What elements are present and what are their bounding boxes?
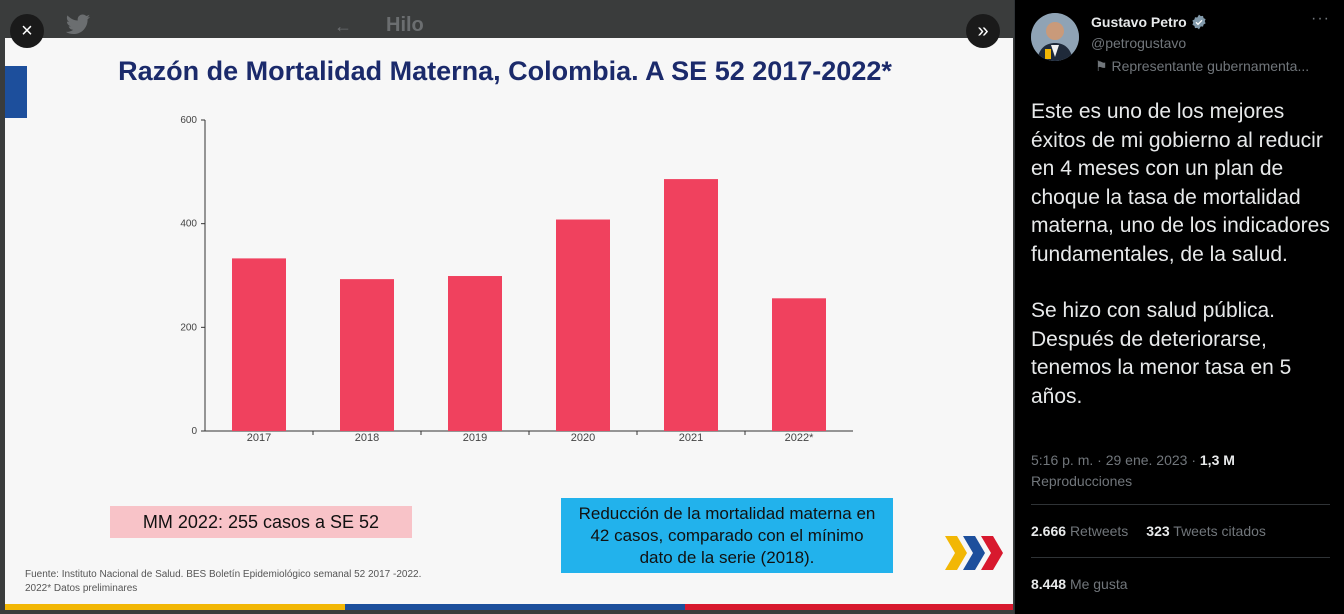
reduction-box: Reducción de la mortalidad materna en 42… [561, 498, 893, 573]
slide-accent-bar [5, 66, 27, 118]
twitter-bird-icon [65, 14, 91, 35]
mm-2022-box: MM 2022: 255 casos a SE 52 [110, 506, 412, 538]
tweet-paragraph-1: Este es uno de los mejores éxitos de mi … [1031, 100, 1330, 266]
slide-image: Razón de Mortalidad Materna, Colombia. A… [5, 38, 1013, 610]
bar-2019 [448, 276, 502, 431]
flag-stripe-yellow [5, 604, 345, 610]
likes-label: Me gusta [1069, 576, 1128, 592]
x-tick-label: 2017 [247, 432, 271, 444]
government-label: ⚑ Representante gubernamenta... [1095, 58, 1335, 75]
close-icon: × [21, 19, 33, 42]
media-viewer: ← Hilo Razón de Mortalidad Materna, Colo… [0, 0, 1014, 614]
chevrons-logo-icon [945, 536, 1003, 570]
bar-2017 [232, 258, 286, 431]
bar-2021 [664, 179, 718, 431]
x-tick-label: 2018 [355, 432, 379, 444]
avatar[interactable] [1031, 13, 1079, 61]
expand-sidebar-button[interactable]: » [966, 14, 1000, 48]
flag-stripe-blue [345, 604, 685, 610]
retweets-count: 2.666 [1031, 523, 1067, 539]
more-dots-icon: ··· [1311, 10, 1330, 27]
back-arrow-icon: ← [334, 16, 352, 36]
bar-2020 [556, 219, 610, 431]
divider [1031, 504, 1330, 505]
bar-2022 [772, 298, 826, 431]
x-tick-label: 2021 [679, 432, 703, 444]
y-tick-label: 400 [180, 219, 197, 230]
source-line-1: Fuente: Instituto Nacional de Salud. BES… [25, 569, 422, 580]
quotes-label: Tweets citados [1173, 523, 1266, 539]
likes-stats: 8.448 Me gusta [1031, 576, 1128, 592]
likes-stat[interactable]: 8.448 Me gusta [1031, 576, 1128, 592]
flag-stripe-red [685, 604, 1013, 610]
x-tick-label: 2022* [785, 432, 814, 444]
tweet-time[interactable]: 5:16 p. m. · 29 ene. 2023 · [1031, 452, 1200, 468]
author-name[interactable]: Gustavo Petro [1091, 14, 1207, 30]
likes-count: 8.448 [1031, 576, 1067, 592]
verified-badge-icon [1192, 14, 1206, 30]
slide-title: Razón de Mortalidad Materna, Colombia. A… [118, 56, 892, 86]
bar-2018 [340, 279, 394, 431]
views-label: Reproducciones [1031, 473, 1133, 489]
retweets-label: Retweets [1069, 523, 1129, 539]
double-chevron-right-icon: » [977, 19, 989, 42]
flag-icon: ⚑ [1095, 58, 1112, 74]
tweet-panel: Gustavo Petro @petrogustavo ⚑ Representa… [1014, 0, 1344, 614]
close-button[interactable]: × [10, 14, 44, 48]
government-label-text: Representante gubernamenta... [1111, 58, 1310, 74]
quotes-stat[interactable]: 323 Tweets citados [1146, 523, 1266, 539]
views-count: 1,3 M [1199, 452, 1235, 468]
more-options-button[interactable]: ··· [1311, 10, 1330, 28]
tweet-meta: 5:16 p. m. · 29 ene. 2023 · 1,3 M Reprod… [1031, 450, 1331, 492]
background-header-title: Hilo [386, 14, 424, 36]
x-tick-label: 2019 [463, 432, 487, 444]
y-tick-label: 600 [180, 115, 197, 126]
retweet-stats: 2.666 Retweets 323 Tweets citados [1031, 523, 1266, 539]
author-handle[interactable]: @petrogustavo [1091, 35, 1187, 51]
retweets-stat[interactable]: 2.666 Retweets [1031, 523, 1128, 539]
divider [1031, 557, 1330, 558]
reduction-text: Reducción de la mortalidad materna en 42… [578, 503, 876, 567]
avatar-image [1031, 13, 1079, 61]
tweet-paragraph-2: Se hizo con salud pública. Después de de… [1031, 299, 1292, 408]
y-tick-label: 200 [180, 322, 197, 333]
tweet-text: Este es uno de los mejores éxitos de mi … [1031, 98, 1337, 411]
author-name-text: Gustavo Petro [1091, 14, 1187, 30]
source-note: Fuente: Instituto Nacional de Salud. BES… [25, 568, 421, 596]
quotes-count: 323 [1146, 523, 1170, 539]
y-tick-label: 0 [191, 426, 197, 437]
source-line-2: 2022* Datos preliminares [25, 583, 138, 594]
bar-chart: 0 200 400 600 2017 2018 2019 2020 2021 2022* [180, 115, 853, 444]
x-tick-label: 2020 [571, 432, 595, 444]
